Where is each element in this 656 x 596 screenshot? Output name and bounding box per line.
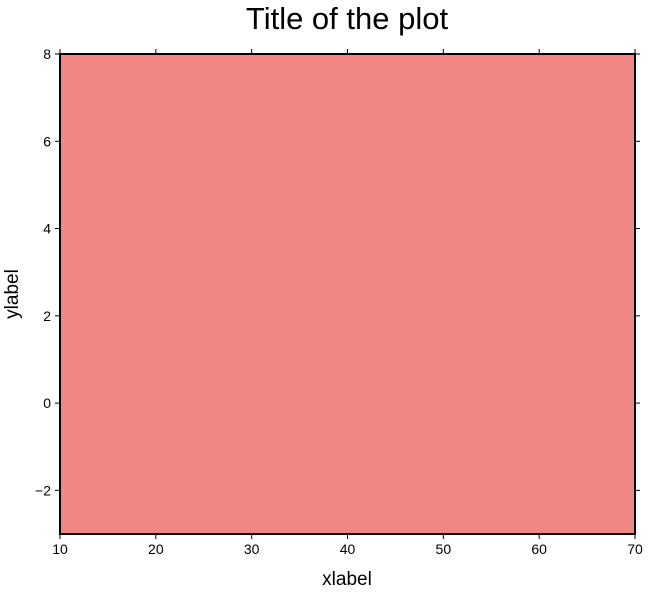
fill-region (60, 54, 635, 534)
y-tick-label: −2 (35, 482, 51, 498)
x-tick-label: 30 (244, 541, 260, 557)
y-axis: −2 0 2 4 6 8 (35, 46, 640, 498)
x-tick-label: 40 (340, 541, 356, 557)
x-axis-label: xlabel (322, 569, 372, 590)
x-axis: 10 20 30 40 50 60 70 (52, 49, 643, 557)
y-tick-label: 2 (43, 308, 51, 324)
y-tick-label: 0 (43, 395, 51, 411)
x-tick-label: 50 (436, 541, 452, 557)
y-tick-label: 6 (43, 133, 51, 149)
chart-title: Title of the plot (246, 1, 449, 36)
y-tick-label: 8 (43, 46, 51, 62)
x-tick-label: 20 (148, 541, 164, 557)
x-tick-label: 70 (627, 541, 643, 557)
x-tick-label: 60 (531, 541, 547, 557)
y-axis-label: ylabel (2, 269, 23, 319)
plot-area (59, 53, 636, 535)
y-tick-label: 4 (43, 221, 51, 237)
x-tick-label: 10 (52, 541, 68, 557)
